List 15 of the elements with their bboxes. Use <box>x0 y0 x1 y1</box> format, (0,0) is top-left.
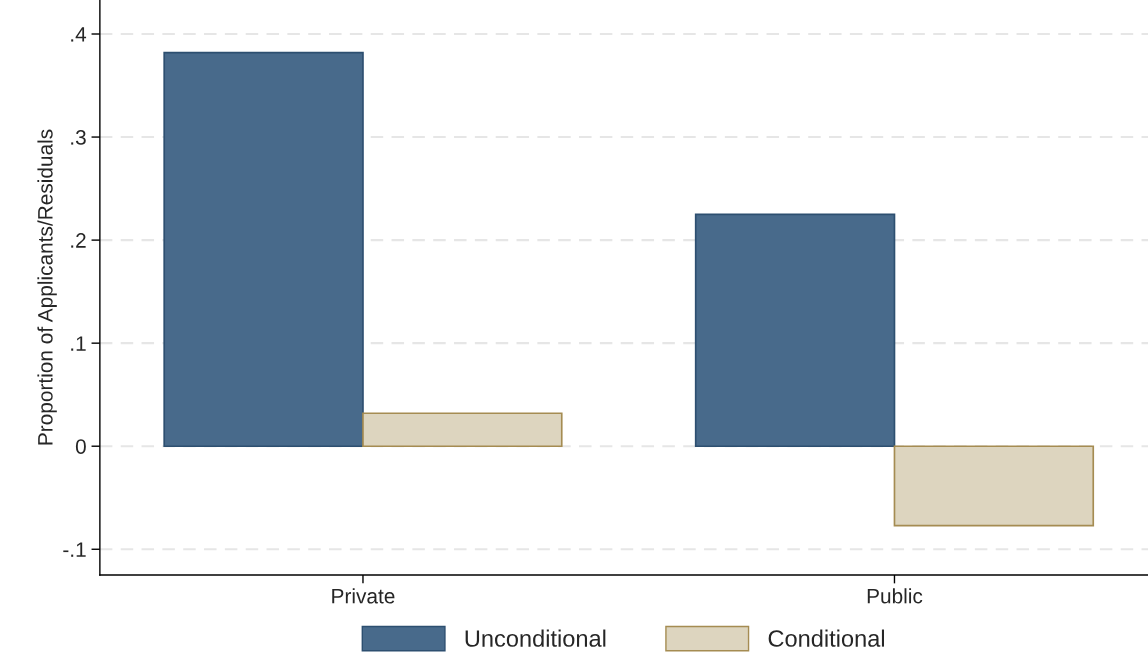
legend-label: Unconditional <box>465 629 606 647</box>
legend-label: Conditional <box>768 629 885 647</box>
y-tick-label: .3 <box>71 130 86 145</box>
x-tick-label: Public <box>867 588 923 604</box>
y-tick-label: .2 <box>71 233 86 248</box>
bar <box>362 412 563 448</box>
y-tick-label: .1 <box>71 336 86 351</box>
bar <box>893 445 1095 527</box>
bar <box>163 51 364 448</box>
y-tick-label: .4 <box>71 27 87 42</box>
x-tick-label: Private <box>332 588 395 604</box>
y-tick-label: -.1 <box>63 542 86 557</box>
bar <box>694 213 896 448</box>
y-tick-label: 0 <box>75 439 86 454</box>
y-axis-title: Proportion of Applicants/Residuals <box>37 129 57 445</box>
